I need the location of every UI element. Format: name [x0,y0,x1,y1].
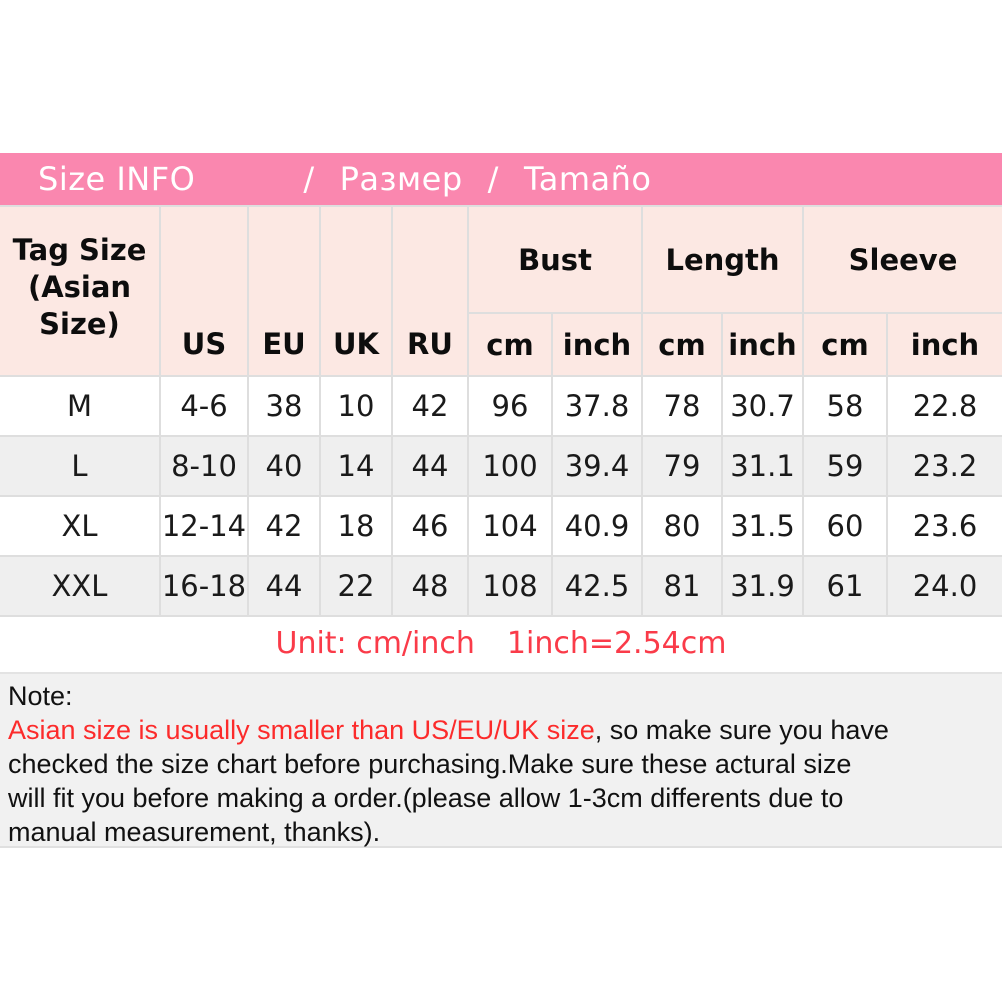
note-section: Note: Asian size is usually smaller than… [0,672,1002,848]
cell-length-cm: 80 [641,495,723,557]
note-red-text: Asian size is usually smaller than US/EU… [8,715,595,745]
cell-bust-cm: 96 [467,375,553,437]
cell-sleeve-cm: 59 [802,435,888,497]
col-header-eu: EU [247,205,321,377]
col-header-length-inch: inch [721,312,804,377]
cell-sleeve-cm: 58 [802,375,888,437]
table-row-l: L 8-10 40 14 44 100 39.4 79 31.1 59 23.2 [0,435,1002,497]
cell-ru: 44 [391,435,469,497]
title-razmer: Размер [339,160,463,198]
cell-bust-inch: 37.8 [551,375,643,437]
cell-sleeve-inch: 24.0 [886,555,1002,617]
cell-sleeve-cm: 60 [802,495,888,557]
unit-line: Unit: cm/inch 1inch=2.54cm [0,615,1002,672]
col-header-ru: RU [391,205,469,377]
table-row-xxl: XXL 16-18 44 22 48 108 42.5 81 31.9 61 2… [0,555,1002,617]
note-line-1: Asian size is usually smaller than US/EU… [8,715,889,745]
col-header-sleeve-cm: cm [802,312,888,377]
cell-bust-inch: 42.5 [551,555,643,617]
title-bar: Size INFO / Размер / Tamaño [0,153,1002,205]
cell-uk: 22 [319,555,393,617]
size-table: Tag Size (Asian Size) US EU UK RU Bust L… [0,205,1002,617]
title-separator-2: / [487,160,499,198]
cell-eu: 38 [247,375,321,437]
col-header-bust: Bust [467,205,643,314]
cell-bust-inch: 39.4 [551,435,643,497]
cell-size: L [0,435,161,497]
cell-size: XL [0,495,161,557]
cell-eu: 44 [247,555,321,617]
cell-uk: 10 [319,375,393,437]
col-header-us: US [159,205,249,377]
cell-sleeve-inch: 23.2 [886,435,1002,497]
cell-bust-cm: 104 [467,495,553,557]
cell-length-cm: 79 [641,435,723,497]
cell-us: 12-14 [159,495,249,557]
cell-length-inch: 31.1 [721,435,804,497]
table-row-m: M 4-6 38 10 42 96 37.8 78 30.7 58 22.8 [0,375,1002,437]
cell-length-cm: 78 [641,375,723,437]
note-line-4: manual measurement, thanks). [8,817,381,847]
cell-size: XXL [0,555,161,617]
cell-size: M [0,375,161,437]
note-line-2: checked the size chart before purchasing… [8,749,852,779]
col-header-tag-size: Tag Size (Asian Size) [0,205,161,377]
cell-length-inch: 31.9 [721,555,804,617]
cell-us: 16-18 [159,555,249,617]
cell-ru: 42 [391,375,469,437]
col-header-uk: UK [319,205,393,377]
note-line-3: will fit you before making a order.(plea… [8,783,844,813]
col-header-sleeve-inch: inch [886,312,1002,377]
title-size-info: Size INFO [38,160,196,198]
table-row-xl: XL 12-14 42 18 46 104 40.9 80 31.5 60 23… [0,495,1002,557]
title-separator-1: / [303,160,315,198]
col-header-length-cm: cm [641,312,723,377]
col-header-sleeve: Sleeve [802,205,1002,314]
cell-length-inch: 31.5 [721,495,804,557]
cell-sleeve-inch: 22.8 [886,375,1002,437]
cell-ru: 48 [391,555,469,617]
cell-uk: 14 [319,435,393,497]
cell-bust-cm: 100 [467,435,553,497]
title-tamano: Tamaño [523,160,652,198]
cell-us: 8-10 [159,435,249,497]
cell-uk: 18 [319,495,393,557]
cell-ru: 46 [391,495,469,557]
unit-label: Unit: cm/inch [275,626,475,661]
cell-length-cm: 81 [641,555,723,617]
cell-us: 4-6 [159,375,249,437]
cell-eu: 40 [247,435,321,497]
note-label: Note: [8,681,73,711]
cell-eu: 42 [247,495,321,557]
cell-length-inch: 30.7 [721,375,804,437]
col-header-bust-inch: inch [551,312,643,377]
cell-sleeve-inch: 23.6 [886,495,1002,557]
cell-bust-inch: 40.9 [551,495,643,557]
col-header-bust-cm: cm [468,312,553,377]
col-header-length: Length [641,205,804,314]
cell-bust-cm: 108 [467,555,553,617]
unit-conversion: 1inch=2.54cm [506,626,727,661]
cell-sleeve-cm: 61 [802,555,888,617]
